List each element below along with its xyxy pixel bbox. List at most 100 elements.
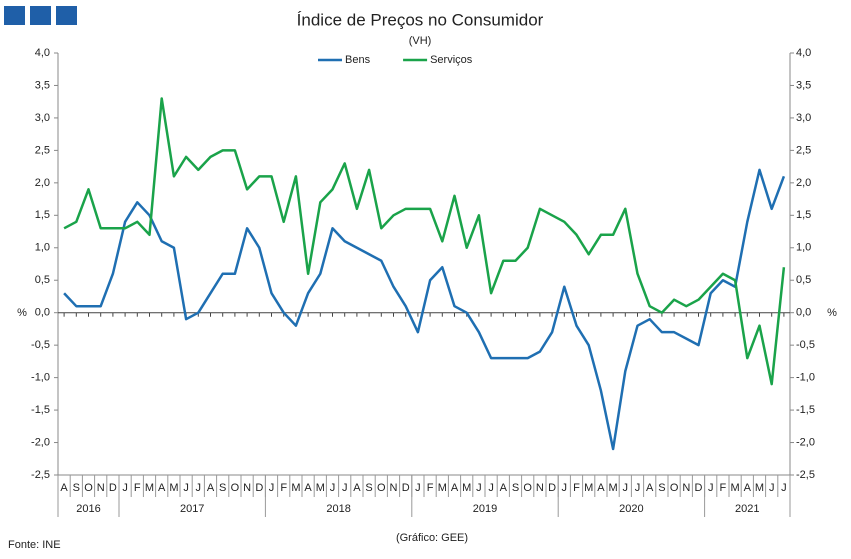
x-tick-label: N	[243, 482, 251, 494]
x-tick-label: F	[720, 482, 727, 494]
legend-label: Serviços	[430, 54, 473, 66]
x-tick-label: S	[73, 482, 80, 494]
x-tick-label: J	[269, 482, 275, 494]
x-tick-label: O	[231, 482, 240, 494]
x-tick-label: S	[365, 482, 372, 494]
x-tick-label: O	[84, 482, 93, 494]
x-tick-label: F	[427, 482, 434, 494]
year-label: 2018	[326, 503, 350, 515]
x-tick-label: J	[769, 482, 775, 494]
x-tick-label: M	[731, 482, 740, 494]
x-tick-label: F	[280, 482, 287, 494]
x-tick-label: O	[670, 482, 679, 494]
y-tick-label: 4,0	[35, 47, 50, 59]
x-tick-label: N	[97, 482, 105, 494]
logo-block	[30, 6, 51, 25]
x-tick-label: D	[548, 482, 556, 494]
x-tick-label: A	[207, 482, 215, 494]
x-tick-label: S	[219, 482, 226, 494]
x-tick-label: J	[415, 482, 421, 494]
year-label: 2020	[619, 503, 643, 515]
y-axis-label: %	[17, 307, 27, 319]
y2-axis-label: %	[827, 307, 837, 319]
y-tick-label: 3,5	[35, 79, 50, 91]
y-tick-label: 2,5	[35, 144, 50, 156]
series-line	[63, 168, 786, 451]
y2-tick-label: -1,5	[796, 404, 815, 416]
y-tick-label: -1,5	[31, 404, 50, 416]
x-tick-label: J	[623, 482, 629, 494]
x-tick-label: A	[353, 482, 361, 494]
x-tick-label: A	[451, 482, 459, 494]
y2-tick-label: 2,0	[796, 177, 811, 189]
y-tick-label: -1,0	[31, 372, 50, 384]
x-tick-label: A	[744, 482, 752, 494]
y-tick-label: 1,5	[35, 209, 50, 221]
year-label: 2021	[735, 503, 759, 515]
x-tick-label: S	[658, 482, 665, 494]
x-tick-label: N	[536, 482, 544, 494]
x-tick-label: J	[330, 482, 336, 494]
y2-tick-label: 0,5	[796, 274, 811, 286]
x-tick-label: J	[342, 482, 348, 494]
x-tick-label: J	[562, 482, 568, 494]
x-tick-label: A	[597, 482, 605, 494]
x-tick-label: N	[682, 482, 690, 494]
x-tick-label: M	[291, 482, 300, 494]
x-tick-label: N	[390, 482, 398, 494]
x-tick-label: A	[304, 482, 312, 494]
x-tick-label: J	[708, 482, 714, 494]
x-tick-label: J	[122, 482, 128, 494]
year-label: 2016	[76, 503, 100, 515]
x-tick-label: J	[183, 482, 189, 494]
x-tick-label: M	[145, 482, 154, 494]
y2-tick-label: 1,5	[796, 209, 811, 221]
x-tick-label: A	[158, 482, 166, 494]
y-tick-label: 0,5	[35, 274, 50, 286]
x-tick-label: F	[573, 482, 580, 494]
x-tick-label: J	[635, 482, 641, 494]
x-tick-label: S	[512, 482, 519, 494]
y-tick-label: -0,5	[31, 339, 50, 351]
logo-block	[4, 6, 25, 25]
series-line	[63, 97, 786, 386]
source: Fonte: INE	[8, 539, 61, 551]
x-tick-label: A	[500, 482, 508, 494]
x-tick-label: O	[377, 482, 386, 494]
y2-tick-label: -2,5	[796, 469, 815, 481]
x-tick-label: J	[488, 482, 494, 494]
chart-subtitle: (VH)	[409, 35, 432, 47]
y2-tick-label: 2,5	[796, 144, 811, 156]
x-tick-label: M	[755, 482, 764, 494]
y-tick-label: 1,0	[35, 242, 50, 254]
y2-tick-label: -1,0	[796, 372, 815, 384]
x-tick-label: M	[609, 482, 618, 494]
y-tick-label: 0,0	[35, 307, 50, 319]
logo-block	[56, 6, 77, 25]
credit: (Gráfico: GEE)	[396, 532, 468, 544]
y-tick-label: -2,0	[31, 436, 50, 448]
chart-title: Índice de Preços no Consumidor	[297, 10, 544, 29]
x-tick-label: J	[476, 482, 482, 494]
x-tick-label: D	[402, 482, 410, 494]
y2-tick-label: 4,0	[796, 47, 811, 59]
year-label: 2017	[180, 503, 204, 515]
y2-tick-label: 3,0	[796, 112, 811, 124]
y-tick-label: -2,5	[31, 469, 50, 481]
year-label: 2019	[473, 503, 497, 515]
x-tick-label: D	[695, 482, 703, 494]
x-tick-label: M	[169, 482, 178, 494]
x-tick-label: J	[781, 482, 787, 494]
x-tick-label: J	[196, 482, 202, 494]
x-tick-label: D	[255, 482, 263, 494]
x-tick-label: M	[316, 482, 325, 494]
y2-tick-label: 3,5	[796, 79, 811, 91]
x-tick-label: M	[438, 482, 447, 494]
y2-tick-label: -0,5	[796, 339, 815, 351]
legend-label: Bens	[345, 54, 371, 66]
x-tick-label: O	[523, 482, 532, 494]
x-tick-label: A	[60, 482, 68, 494]
y2-tick-label: 0,0	[796, 307, 811, 319]
x-tick-label: A	[646, 482, 654, 494]
